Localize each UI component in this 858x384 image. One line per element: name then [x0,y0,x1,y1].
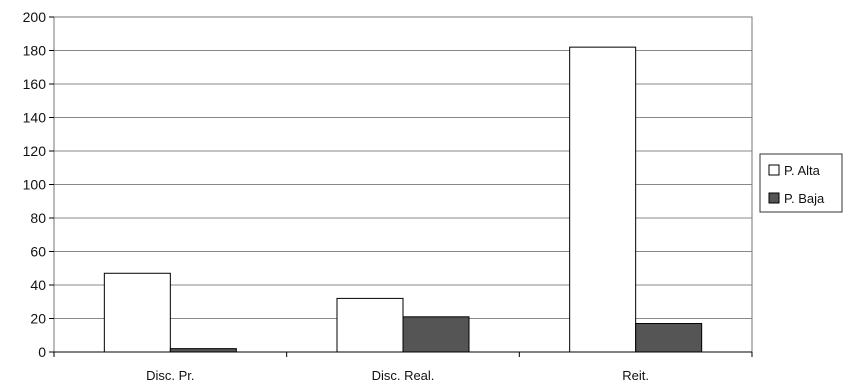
y-tick-label-160: 160 [23,76,47,92]
y-tick-label-180: 180 [23,43,47,59]
legend-swatch-p-alta [768,164,780,176]
y-tick-label-140: 140 [23,110,47,126]
bar-p-alta-1 [336,297,404,353]
y-tick-label-40: 40 [30,277,46,293]
legend-swatch-p-baja [768,192,780,204]
y-tick-label-80: 80 [30,210,46,226]
y-tick-label-0: 0 [38,344,46,360]
x-category-label-2: Reit. [622,368,649,383]
legend-label-p-baja: P. Baja [784,191,825,206]
bar-p-baja-1 [402,316,470,353]
bar-p-baja-0 [169,348,237,353]
x-axis-ticks [53,352,753,357]
x-axis-category-labels: Disc. Pr. Disc. Real. Reit. [146,368,649,383]
legend-label-p-alta: P. Alta [784,163,821,178]
y-tick-label-100: 100 [23,177,47,193]
x-category-label-0: Disc. Pr. [146,368,194,383]
y-tick-label-60: 60 [30,244,46,260]
bar-p-baja-2 [635,323,703,353]
legend: P. Alta P. Baja [759,153,843,213]
bars [103,46,703,353]
y-tick-label-200: 200 [23,9,47,25]
y-tick-label-20: 20 [30,311,46,327]
bar-p-alta-0 [103,272,171,353]
bar-p-alta-2 [569,46,637,353]
y-tick-label-120: 120 [23,143,47,159]
y-axis-tick-labels: 0 20 40 60 80 100 120 140 160 180 200 [23,9,54,360]
x-category-label-1: Disc. Real. [372,368,435,383]
